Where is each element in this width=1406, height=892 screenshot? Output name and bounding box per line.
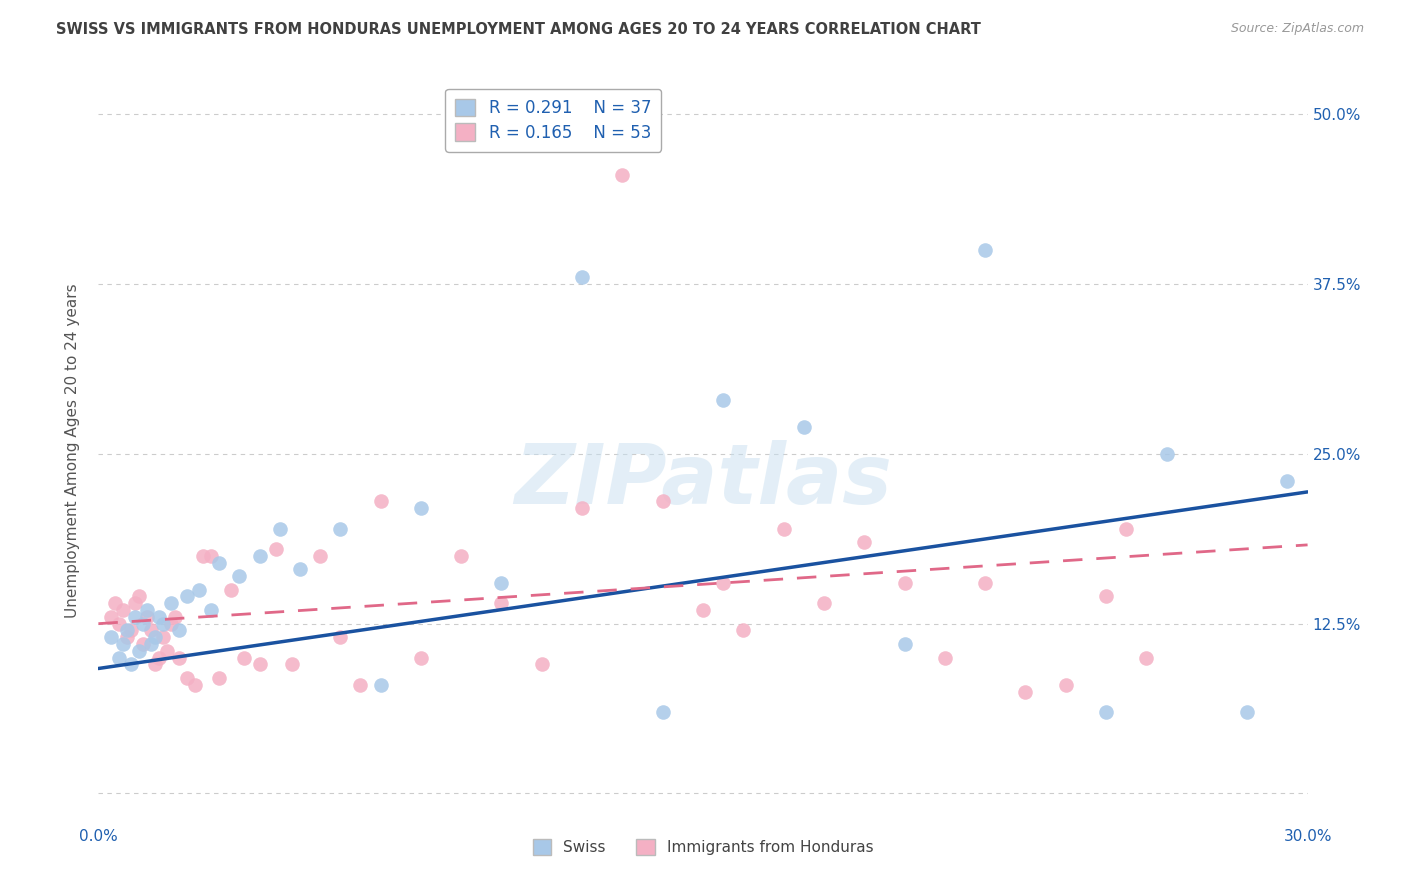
Point bbox=[1156, 447, 1178, 461]
Point bbox=[651, 494, 673, 508]
Point bbox=[160, 596, 183, 610]
Point bbox=[228, 569, 250, 583]
Point bbox=[128, 590, 150, 604]
Point bbox=[103, 596, 125, 610]
Point bbox=[1095, 705, 1118, 719]
Point bbox=[1277, 474, 1299, 488]
Point bbox=[733, 624, 755, 638]
Text: SWISS VS IMMIGRANTS FROM HONDURAS UNEMPLOYMENT AMONG AGES 20 TO 24 YEARS CORRELA: SWISS VS IMMIGRANTS FROM HONDURAS UNEMPL… bbox=[56, 22, 981, 37]
Point bbox=[111, 637, 134, 651]
Text: Source: ZipAtlas.com: Source: ZipAtlas.com bbox=[1230, 22, 1364, 36]
Point bbox=[107, 616, 129, 631]
Legend: Swiss, Immigrants from Honduras: Swiss, Immigrants from Honduras bbox=[526, 833, 880, 861]
Point bbox=[107, 650, 129, 665]
Point bbox=[176, 590, 198, 604]
Point bbox=[370, 678, 392, 692]
Point bbox=[1135, 650, 1157, 665]
Point bbox=[115, 630, 138, 644]
Point bbox=[1115, 522, 1137, 536]
Point bbox=[329, 630, 352, 644]
Point bbox=[100, 610, 122, 624]
Point bbox=[232, 650, 254, 665]
Point bbox=[200, 603, 222, 617]
Point bbox=[530, 657, 553, 672]
Point bbox=[156, 644, 179, 658]
Point bbox=[143, 657, 166, 672]
Point bbox=[571, 501, 593, 516]
Point bbox=[491, 575, 513, 590]
Point bbox=[124, 610, 146, 624]
Point bbox=[893, 575, 915, 590]
Point bbox=[329, 522, 352, 536]
Point bbox=[188, 582, 211, 597]
Point bbox=[288, 562, 311, 576]
Point bbox=[128, 644, 150, 658]
Point bbox=[853, 535, 876, 549]
Point bbox=[711, 392, 734, 407]
Point bbox=[409, 650, 432, 665]
Point bbox=[132, 616, 155, 631]
Point bbox=[269, 522, 291, 536]
Y-axis label: Unemployment Among Ages 20 to 24 years: Unemployment Among Ages 20 to 24 years bbox=[65, 283, 80, 618]
Point bbox=[450, 549, 472, 563]
Point bbox=[143, 630, 166, 644]
Point bbox=[1054, 678, 1077, 692]
Point bbox=[176, 671, 198, 685]
Point bbox=[139, 637, 162, 651]
Point bbox=[264, 541, 287, 556]
Point bbox=[208, 556, 231, 570]
Point bbox=[370, 494, 392, 508]
Point bbox=[409, 501, 432, 516]
Point bbox=[249, 657, 271, 672]
Point bbox=[160, 616, 183, 631]
Point bbox=[249, 549, 271, 563]
Point bbox=[120, 624, 142, 638]
Point bbox=[974, 243, 997, 257]
Point bbox=[200, 549, 222, 563]
Point bbox=[281, 657, 304, 672]
Point bbox=[135, 603, 157, 617]
Point bbox=[974, 575, 997, 590]
Point bbox=[152, 616, 174, 631]
Point bbox=[793, 419, 815, 434]
Point bbox=[491, 596, 513, 610]
Point bbox=[135, 610, 157, 624]
Point bbox=[148, 610, 170, 624]
Point bbox=[152, 630, 174, 644]
Point bbox=[167, 624, 190, 638]
Point bbox=[208, 671, 231, 685]
Point bbox=[148, 650, 170, 665]
Point bbox=[893, 637, 915, 651]
Point bbox=[349, 678, 371, 692]
Point bbox=[139, 624, 162, 638]
Point bbox=[711, 575, 734, 590]
Point bbox=[1236, 705, 1258, 719]
Point bbox=[692, 603, 714, 617]
Point bbox=[111, 603, 134, 617]
Point bbox=[132, 637, 155, 651]
Point bbox=[124, 596, 146, 610]
Point bbox=[1014, 684, 1036, 698]
Point bbox=[221, 582, 243, 597]
Text: ZIPatlas: ZIPatlas bbox=[515, 440, 891, 521]
Point bbox=[571, 270, 593, 285]
Point bbox=[772, 522, 794, 536]
Point bbox=[193, 549, 215, 563]
Point bbox=[163, 610, 186, 624]
Point bbox=[115, 624, 138, 638]
Point bbox=[184, 678, 207, 692]
Point bbox=[100, 630, 122, 644]
Point bbox=[309, 549, 332, 563]
Point bbox=[934, 650, 956, 665]
Point bbox=[813, 596, 835, 610]
Point bbox=[120, 657, 142, 672]
Point bbox=[1095, 590, 1118, 604]
Point bbox=[167, 650, 190, 665]
Point bbox=[612, 169, 634, 183]
Point bbox=[651, 705, 673, 719]
